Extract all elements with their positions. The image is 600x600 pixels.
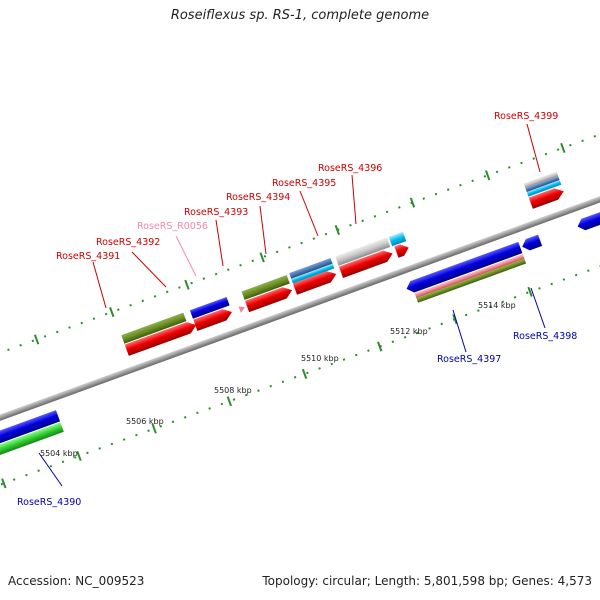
gene-4399-steel[interactable] [525, 176, 560, 192]
forward-major-ticks [33, 142, 566, 345]
gene-label-4395[interactable]: RoseRS_4395 [272, 178, 336, 189]
gene-4397-pink[interactable] [414, 254, 525, 299]
leader-lines [38, 123, 546, 487]
gene-4390-green[interactable] [0, 422, 64, 476]
scale-label: 5504 kbp [40, 449, 78, 458]
gene-label-4390[interactable]: RoseRS_4390 [17, 497, 81, 508]
gene-4394-sky[interactable] [291, 263, 335, 284]
gene-4397-olive[interactable] [416, 258, 527, 303]
gene-label-4394[interactable]: RoseRS_4394 [226, 192, 290, 203]
map-title: Roseiflexus sp. RS-1, complete genome [170, 8, 430, 23]
gene-label-4391[interactable]: RoseRS_4391 [56, 251, 120, 262]
gene-label-r0056[interactable]: RoseRS_R0056 [137, 221, 208, 232]
genome-backbone [0, 133, 600, 482]
gene-4394-steel[interactable] [289, 258, 333, 279]
gene-4392-red[interactable] [193, 306, 234, 331]
gene-label-4392[interactable]: RoseRS_4392 [96, 237, 160, 248]
gene-4390-blue[interactable] [0, 410, 61, 466]
reverse-major-ticks [1, 286, 533, 489]
gene-label-4397[interactable]: RoseRS_4397 [437, 354, 501, 365]
gene-4391-red[interactable] [124, 319, 199, 356]
gene-r0056[interactable] [238, 304, 246, 314]
gene-4396-red[interactable] [394, 242, 410, 258]
gene-4397-blue[interactable] [405, 241, 523, 295]
gene-label-4396[interactable]: RoseRS_4396 [318, 163, 382, 174]
scale-label: 5510 kbp [301, 354, 339, 363]
scale-label: 5506 kbp [126, 417, 164, 426]
gene-4398-blue[interactable] [520, 234, 543, 253]
scale-label: 5514 kbp [478, 301, 516, 310]
gene-label-4398[interactable]: RoseRS_4398 [513, 331, 577, 342]
gene-4392-blue[interactable] [189, 296, 230, 319]
gene-label-4399[interactable]: RoseRS_4399 [494, 111, 558, 122]
gene-4399-red[interactable] [528, 186, 566, 209]
scale-label: 5512 kbp [390, 327, 428, 336]
gene-label-4393[interactable]: RoseRS_4393 [184, 207, 248, 218]
gene-4399-sky[interactable] [526, 179, 562, 197]
scale-label: 5508 kbp [214, 386, 252, 395]
gene-4395-red[interactable] [338, 248, 395, 278]
gene-4393-olive[interactable] [241, 275, 290, 300]
gene-4399-gray[interactable] [523, 171, 559, 189]
genome-summary-text: Topology: circular; Length: 5,801,598 bp… [262, 574, 592, 588]
accession-text: Accession: NC_009523 [8, 574, 145, 588]
gene-4394-red[interactable] [292, 268, 338, 295]
gene-4396-sky[interactable] [388, 231, 407, 247]
gene-4395-gray[interactable] [335, 237, 391, 266]
forward-scale-line [0, 78, 600, 423]
gene-4391-olive[interactable] [121, 312, 187, 344]
gene-4393-red[interactable] [244, 284, 294, 313]
gene-edge-blue[interactable] [576, 202, 600, 233]
